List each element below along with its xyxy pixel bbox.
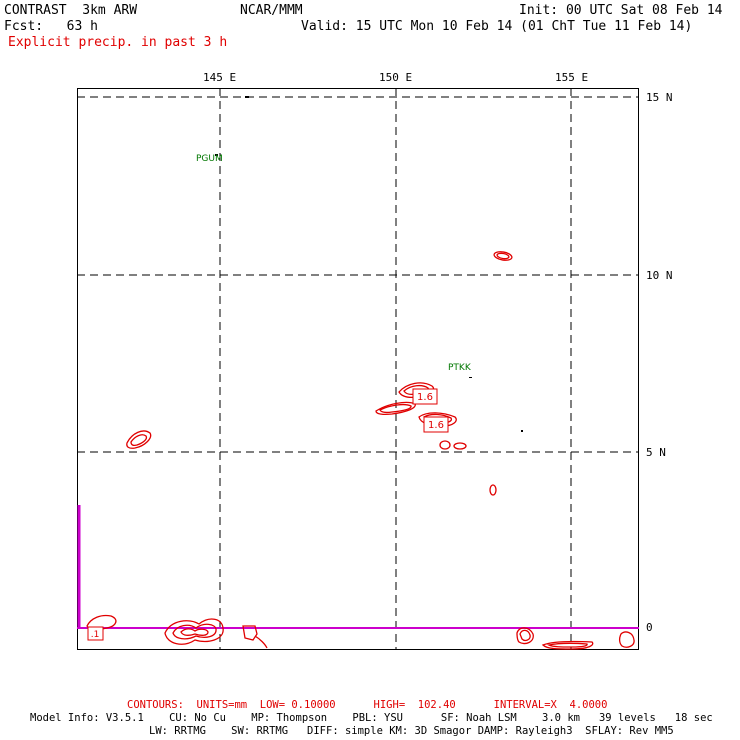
station-label-ptkk: PTKK (448, 363, 472, 373)
model-info-line1: Model Info: V3.5.1 CU: No Cu MP: Thompso… (30, 712, 713, 724)
precip-contour (453, 442, 467, 450)
precip-contour (516, 627, 534, 645)
contour-label-1: 1.6 (412, 388, 438, 405)
valid-time: Valid: 15 UTC Mon 10 Feb 14 (01 ChT Tue … (301, 19, 693, 34)
precip-contour (547, 642, 588, 648)
forecast-hour: Fcst: 63 h (4, 19, 98, 34)
precip-contour (172, 623, 217, 640)
precip-contour (379, 403, 412, 414)
contour-label-text-2: 1.6 (428, 420, 444, 431)
precip-contour (519, 629, 531, 642)
contour-label-text-1: 1.6 (417, 392, 433, 403)
lat-label-5n: 5 N (646, 446, 666, 459)
precip-contour (164, 618, 224, 645)
precip-contour (493, 251, 513, 261)
graticule (77, 88, 639, 650)
contour-label-text-3: .1 (91, 630, 100, 640)
map-border (77, 88, 639, 650)
institution-label: NCAR/MMM (240, 3, 303, 18)
field-description: Explicit precip. in past 3 h (8, 35, 228, 50)
precip-contour (439, 440, 451, 450)
contours-info: CONTOURS: UNITS=mm LOW= 0.10000 HIGH= 10… (127, 699, 608, 711)
precip-contour (489, 484, 497, 496)
island (245, 96, 249, 98)
lat-label-equator: 0 (646, 621, 653, 634)
lat-label-10n: 10 N (646, 269, 673, 282)
precip-contour (126, 430, 152, 449)
init-time: Init: 00 UTC Sat 08 Feb 14 (519, 3, 723, 18)
station-label-pgum: PGUM (196, 154, 223, 164)
precip-contour (618, 631, 635, 648)
lat-label-15n: 15 N (646, 91, 673, 104)
precip-contour (130, 434, 148, 447)
lon-label-145: 145 E (203, 71, 237, 84)
island (521, 430, 523, 432)
precip-contour (180, 628, 209, 636)
island (215, 154, 218, 156)
lon-label-155: 155 E (555, 71, 589, 84)
precip-contour (496, 252, 510, 260)
contour-label-2: 1.6 (423, 416, 449, 433)
model-info-line2: LW: RRTMG SW: RRTMG DIFF: simple KM: 3D … (149, 725, 674, 737)
islands (215, 96, 523, 432)
island (469, 377, 472, 378)
lon-label-150: 150 E (379, 71, 413, 84)
contour-label-3: .1 (87, 626, 104, 641)
precip-contour (254, 635, 268, 649)
model-title: CONTRAST 3km ARW (4, 3, 138, 18)
precip-contour (375, 401, 416, 416)
precip-contour (242, 625, 258, 641)
precip-contour (541, 640, 594, 650)
map-panel: PGUM PTKK (77, 88, 639, 650)
